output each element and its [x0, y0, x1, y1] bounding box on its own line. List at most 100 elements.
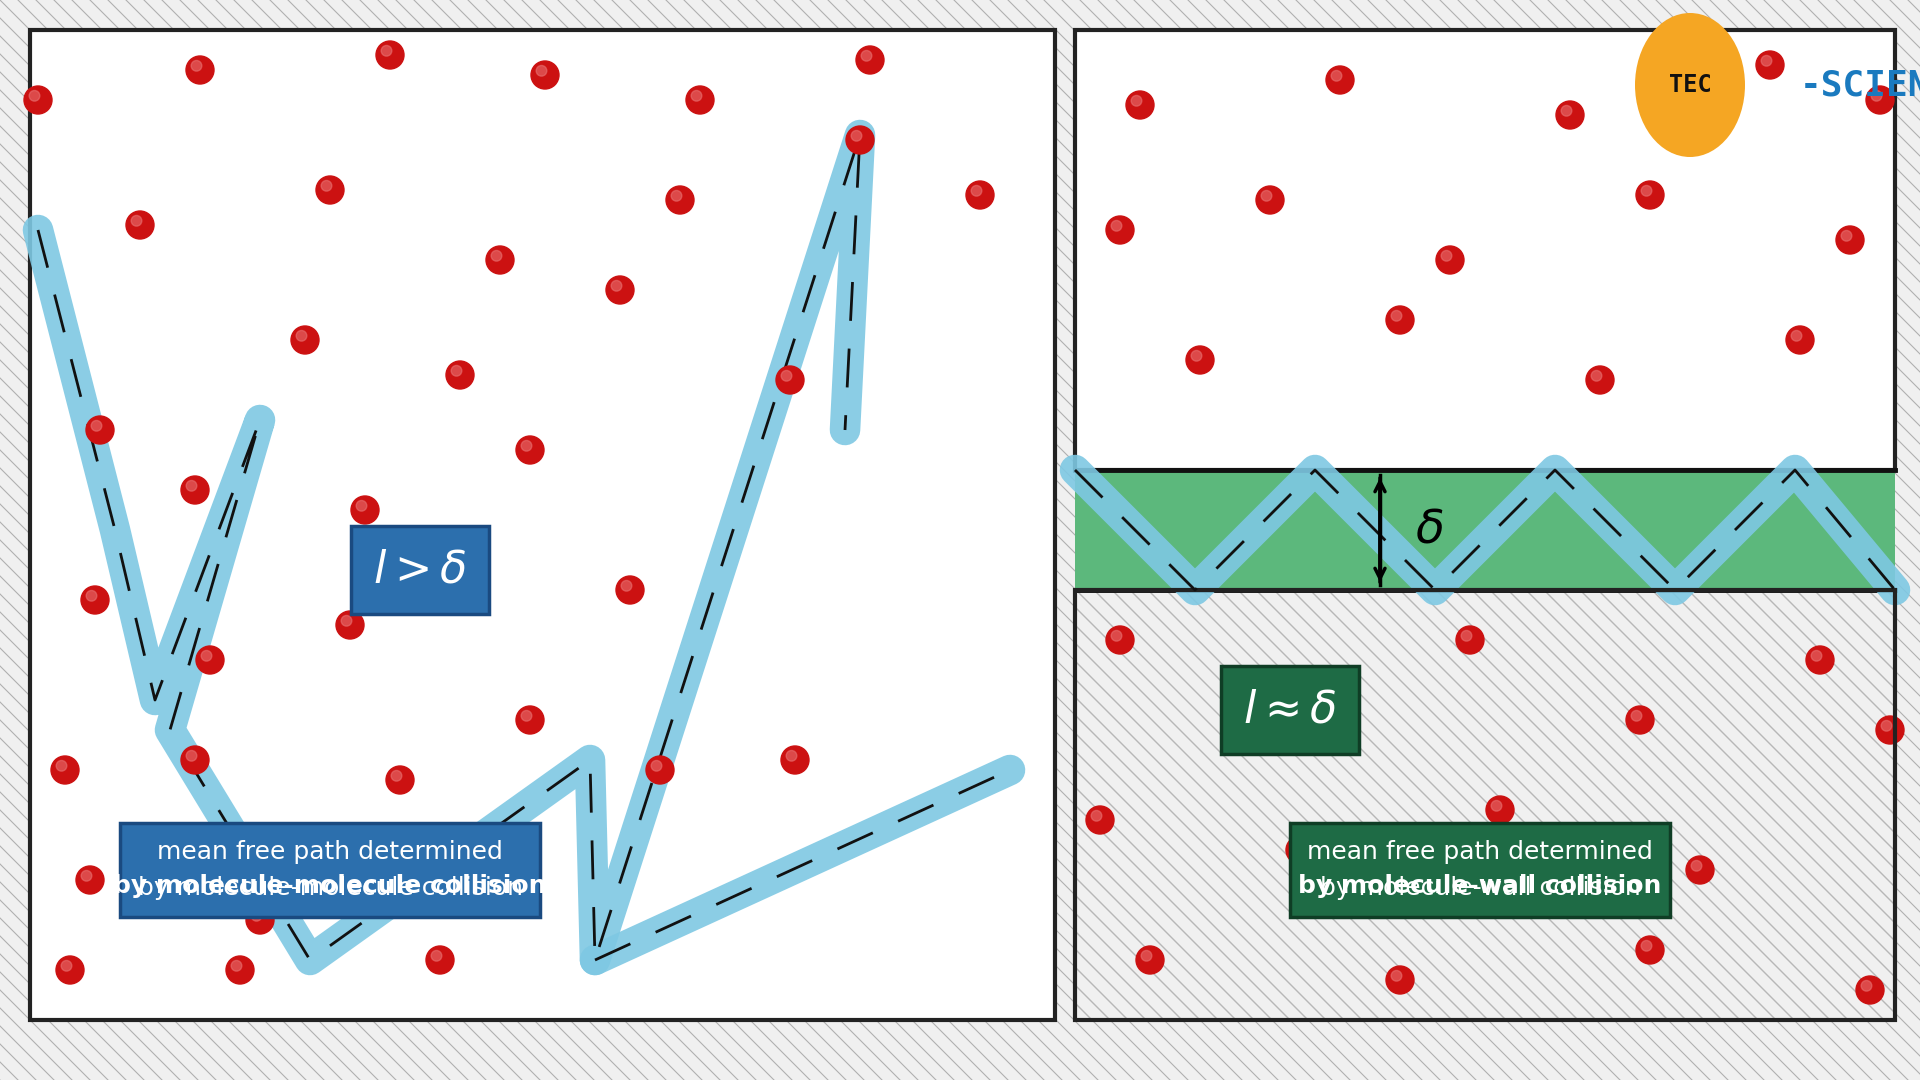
- Text: by molecule-molecule collision: by molecule-molecule collision: [113, 874, 547, 899]
- Circle shape: [56, 956, 84, 984]
- Bar: [31, 30, 1054, 1020]
- Circle shape: [856, 46, 883, 75]
- Circle shape: [851, 131, 862, 141]
- Circle shape: [1786, 326, 1814, 354]
- Circle shape: [1486, 796, 1515, 824]
- Circle shape: [1555, 102, 1584, 129]
- Circle shape: [1876, 716, 1905, 744]
- Circle shape: [1692, 861, 1701, 872]
- Circle shape: [1087, 806, 1114, 834]
- Circle shape: [536, 66, 547, 76]
- Circle shape: [1791, 330, 1801, 341]
- Bar: [1075, 30, 1895, 470]
- Circle shape: [186, 751, 198, 761]
- Circle shape: [336, 611, 365, 639]
- Text: $l > \delta$: $l > \delta$: [372, 549, 467, 592]
- Circle shape: [532, 60, 559, 89]
- Circle shape: [261, 831, 273, 841]
- Circle shape: [196, 646, 225, 674]
- Circle shape: [1860, 981, 1872, 991]
- Circle shape: [1442, 251, 1452, 261]
- Circle shape: [292, 326, 319, 354]
- Bar: [1075, 470, 1895, 590]
- Circle shape: [1131, 95, 1142, 106]
- Circle shape: [1492, 800, 1501, 811]
- Circle shape: [255, 826, 284, 854]
- Circle shape: [451, 531, 478, 559]
- Circle shape: [246, 906, 275, 934]
- Circle shape: [685, 86, 714, 114]
- Circle shape: [1636, 181, 1665, 210]
- Circle shape: [401, 876, 428, 904]
- Circle shape: [1091, 810, 1102, 821]
- Circle shape: [382, 45, 392, 56]
- Circle shape: [77, 866, 104, 894]
- Circle shape: [1455, 626, 1484, 654]
- Circle shape: [1461, 631, 1473, 642]
- Circle shape: [1392, 310, 1402, 321]
- Circle shape: [616, 576, 643, 604]
- Circle shape: [357, 500, 367, 511]
- Circle shape: [186, 481, 198, 491]
- Circle shape: [1872, 91, 1882, 102]
- Circle shape: [691, 91, 703, 102]
- Circle shape: [1106, 216, 1135, 244]
- Circle shape: [56, 760, 67, 771]
- Circle shape: [432, 950, 442, 961]
- Circle shape: [202, 650, 211, 661]
- Circle shape: [52, 756, 79, 784]
- Circle shape: [131, 216, 142, 226]
- Circle shape: [607, 276, 634, 303]
- Circle shape: [1271, 690, 1283, 701]
- Circle shape: [392, 770, 401, 781]
- Text: -SCIENCE.COM: -SCIENCE.COM: [1799, 68, 1920, 102]
- Circle shape: [1286, 836, 1313, 864]
- Text: mean free path determined
by molecule-wall collision: mean free path determined by molecule-wa…: [1308, 840, 1653, 900]
- Text: mean free path determined
by molecule-molecule collision: mean free path determined by molecule-mo…: [138, 840, 522, 900]
- Circle shape: [227, 956, 253, 984]
- Circle shape: [351, 496, 378, 524]
- Circle shape: [1290, 840, 1302, 851]
- Circle shape: [1811, 650, 1822, 661]
- Circle shape: [321, 180, 332, 191]
- Circle shape: [1386, 966, 1413, 994]
- Circle shape: [376, 41, 403, 69]
- Circle shape: [1882, 720, 1891, 731]
- Circle shape: [1140, 950, 1152, 961]
- Circle shape: [1642, 186, 1651, 197]
- Circle shape: [180, 476, 209, 504]
- Circle shape: [1137, 946, 1164, 974]
- Circle shape: [1757, 51, 1784, 79]
- Circle shape: [23, 86, 52, 114]
- Circle shape: [672, 190, 682, 201]
- Circle shape: [1642, 941, 1651, 951]
- Circle shape: [317, 176, 344, 204]
- Circle shape: [776, 366, 804, 394]
- Circle shape: [1586, 366, 1615, 394]
- Circle shape: [1112, 631, 1121, 642]
- Circle shape: [666, 186, 693, 214]
- Circle shape: [451, 365, 463, 376]
- Circle shape: [645, 756, 674, 784]
- Circle shape: [1187, 346, 1213, 374]
- Circle shape: [127, 211, 154, 239]
- Circle shape: [1327, 66, 1354, 94]
- Text: $l \approx \delta$: $l \approx \delta$: [1242, 689, 1336, 731]
- Circle shape: [1857, 976, 1884, 1004]
- Circle shape: [81, 870, 92, 881]
- Circle shape: [1807, 646, 1834, 674]
- Circle shape: [1265, 686, 1294, 714]
- Circle shape: [1331, 70, 1342, 81]
- Circle shape: [445, 361, 474, 389]
- Text: $\delta$: $\delta$: [1415, 508, 1444, 553]
- Circle shape: [966, 181, 995, 210]
- Circle shape: [1626, 706, 1653, 734]
- Circle shape: [90, 420, 102, 431]
- Circle shape: [1261, 190, 1271, 201]
- Circle shape: [407, 880, 417, 891]
- Circle shape: [781, 746, 808, 774]
- Circle shape: [1841, 230, 1851, 241]
- Circle shape: [1386, 306, 1413, 334]
- Circle shape: [1761, 55, 1772, 66]
- Circle shape: [230, 960, 242, 971]
